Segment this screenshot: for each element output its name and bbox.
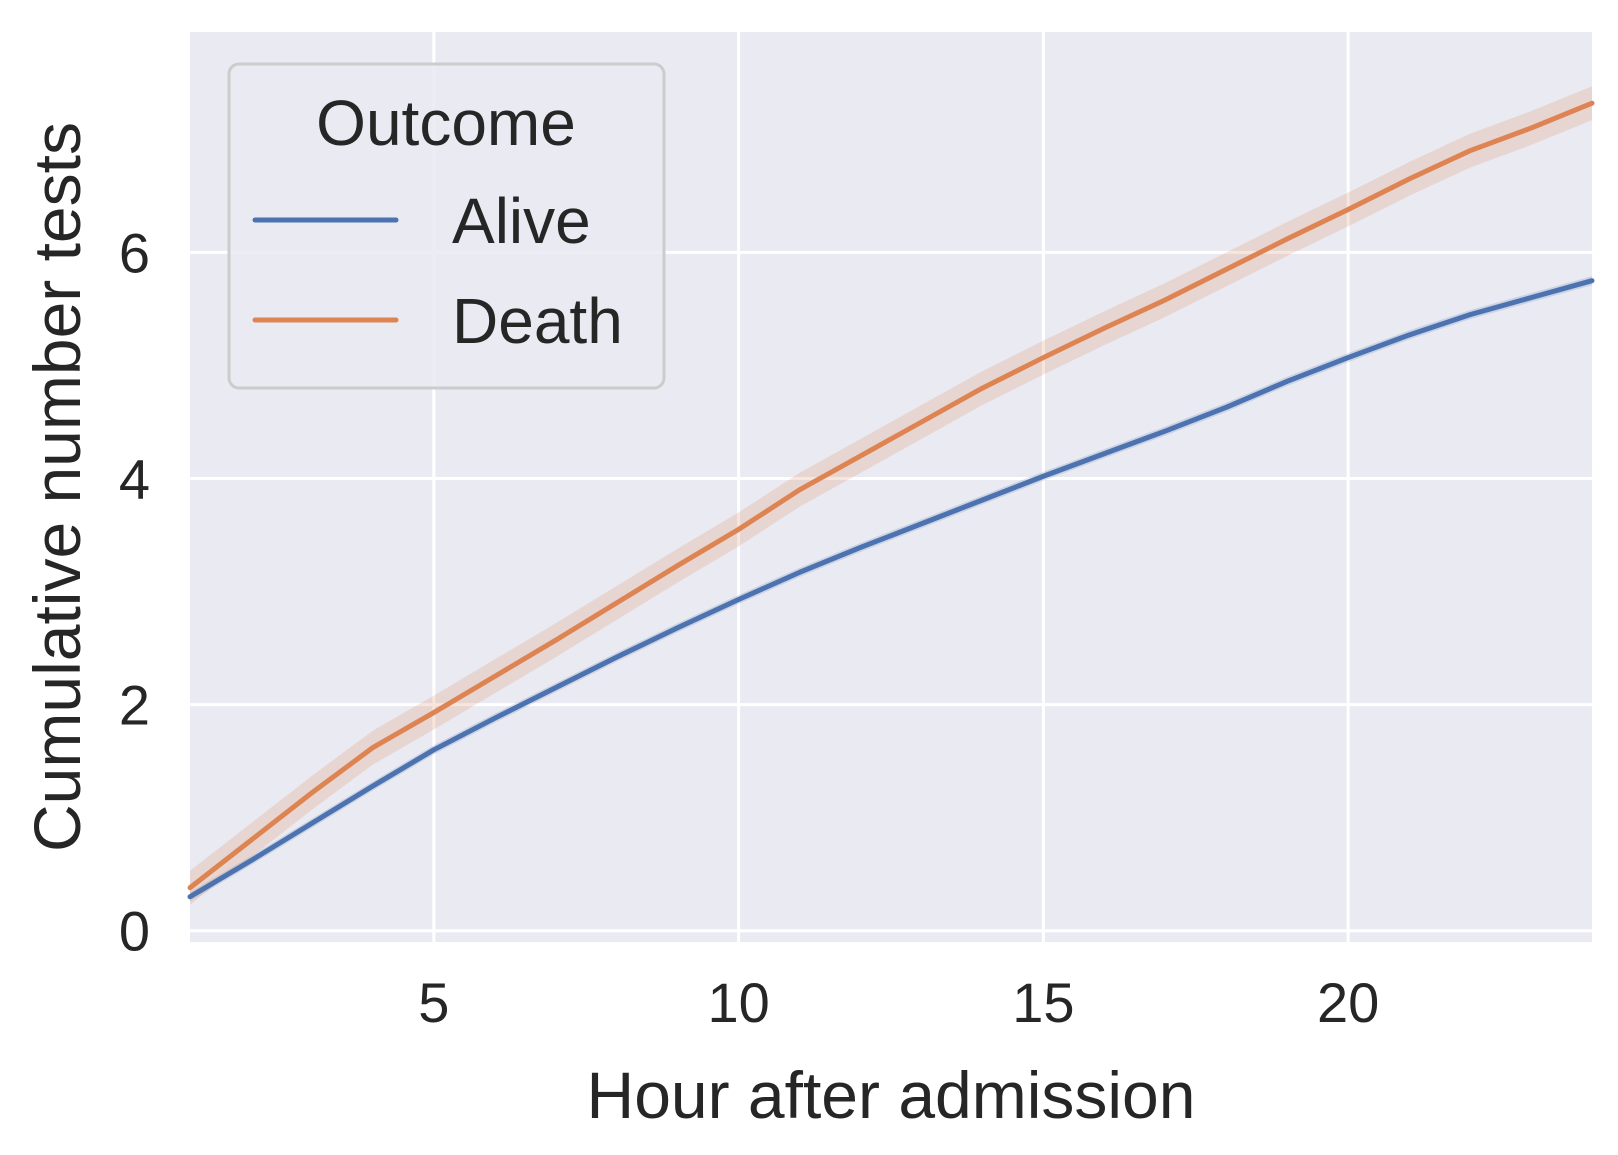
legend: Outcome Alive Death [227,62,666,390]
ci-band-death [190,86,1592,905]
x-tick-label: 5 [418,971,449,1034]
y-tick-label: 0 [119,900,150,963]
series-lines [187,100,1595,900]
series-line-death [187,100,1595,891]
legend-label-death: Death [452,285,623,357]
x-tick-labels: 5 10 15 20 [418,971,1379,1034]
x-axis-label: Hour after admission [587,1058,1196,1132]
y-tick-labels: 0 2 4 6 [119,221,150,962]
legend-label-alive: Alive [452,185,591,257]
x-tick-label: 10 [707,971,769,1034]
y-tick-label: 4 [119,448,150,511]
legend-title: Outcome [316,87,576,159]
y-tick-label: 2 [119,674,150,737]
series-line-alive [187,278,1595,900]
x-tick-label: 15 [1012,971,1074,1034]
confidence-bands [190,86,1592,905]
x-tick-label: 20 [1317,971,1379,1034]
y-axis-label: Cumulative number tests [20,122,94,852]
y-tick-label: 6 [119,221,150,284]
legend-frame [227,62,666,390]
